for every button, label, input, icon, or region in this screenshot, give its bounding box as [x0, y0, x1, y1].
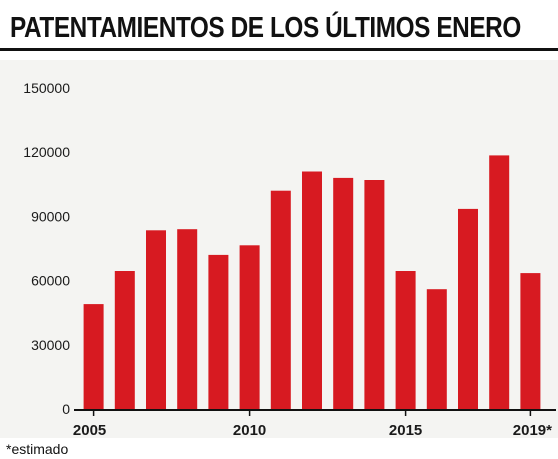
y-tick-label: 150000	[23, 80, 70, 96]
bar-2007	[146, 230, 166, 409]
x-tick-label: 2019*	[513, 422, 552, 438]
title-divider	[0, 48, 558, 51]
bars	[83, 155, 541, 409]
y-tick-label: 60000	[31, 273, 70, 289]
bar-2010	[239, 245, 260, 409]
bar-chart: 0 30000 60000 90000 120000 150000 2005 2010 201…	[23, 80, 556, 438]
x-tick-label: 2005	[73, 422, 106, 438]
bar-2011	[270, 190, 291, 409]
bar-2016	[426, 289, 447, 409]
bar-2012	[302, 171, 322, 409]
bar-2017	[458, 208, 478, 409]
y-axis-ticks: 0 30000 60000 90000 120000 150000	[23, 80, 70, 417]
bar-2015	[395, 271, 416, 409]
bar-2013	[333, 177, 354, 409]
chart-panel: 0 30000 60000 90000 120000 150000 2005 2010 201…	[0, 60, 558, 438]
x-axis-ticks: 2005 2010 2015 2019*	[73, 410, 552, 438]
chart-title: PATENTAMIENTOS DE LOS ÚLTIMOS ENERO	[10, 12, 521, 44]
y-tick-label: 120000	[23, 144, 70, 160]
bar-2009	[208, 254, 229, 409]
bar-2008	[177, 229, 198, 409]
y-tick-label: 30000	[31, 337, 70, 353]
bar-2019	[520, 273, 541, 409]
y-tick-label: 90000	[31, 208, 70, 224]
x-tick-label: 2010	[233, 422, 266, 438]
bar-2006	[114, 271, 135, 409]
bar-2014	[364, 180, 385, 409]
footnote: *estimado	[6, 441, 69, 457]
y-tick-label: 0	[62, 401, 70, 417]
bar-2005	[83, 304, 104, 409]
bar-2018	[489, 155, 510, 409]
x-tick-label: 2015	[389, 422, 422, 438]
